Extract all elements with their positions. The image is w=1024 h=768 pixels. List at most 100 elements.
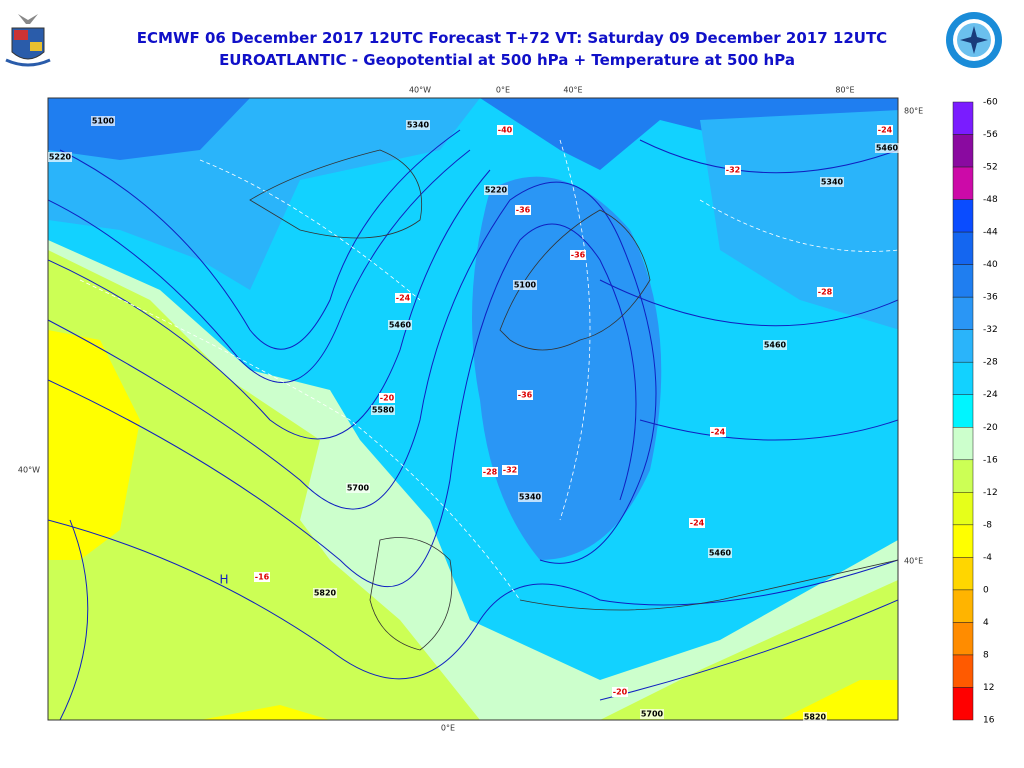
colorbar-swatch	[952, 557, 974, 591]
colorbar-label: 12	[983, 683, 994, 693]
colorbar-swatch	[952, 459, 974, 493]
label-box	[640, 709, 664, 719]
colorbar-swatch	[952, 524, 974, 558]
colorbar-label: 16	[983, 716, 995, 726]
temperature-label: -28	[483, 468, 498, 477]
label-box	[482, 467, 498, 477]
grid-label: 40°E	[563, 86, 582, 95]
label-box	[484, 185, 508, 195]
colorbar-swatch	[952, 166, 974, 200]
label-box	[371, 405, 395, 415]
temperature-label: -24	[690, 519, 705, 528]
temperature-label: -32	[726, 166, 740, 175]
colorbar-label: -44	[983, 228, 998, 238]
colorbar-label: -36	[983, 293, 998, 303]
label-box	[817, 287, 833, 297]
label-box	[502, 465, 518, 475]
colorbar-swatch	[952, 492, 974, 526]
colorbar-swatch	[952, 101, 974, 135]
colorbar-label: -8	[983, 520, 992, 530]
label-box	[346, 483, 370, 493]
temperature-label: -36	[516, 206, 531, 215]
grid-label: 0°E	[441, 724, 455, 733]
label-box	[517, 390, 533, 400]
label-box	[710, 427, 726, 437]
geopotential-label: 5220	[485, 186, 508, 195]
grid-label: 40°W	[18, 466, 40, 475]
geopotential-label: 5700	[347, 484, 370, 493]
geopotential-label: 5100	[92, 117, 115, 126]
label-box	[518, 492, 542, 502]
label-box	[708, 548, 732, 558]
geopotential-label: 5820	[314, 589, 337, 598]
label-box	[515, 205, 531, 215]
colorbar-label: -28	[983, 358, 998, 368]
colorbar-swatch	[952, 622, 974, 656]
temperature-label: -20	[613, 688, 628, 697]
label-box	[388, 320, 412, 330]
geopotential-label: 5460	[709, 549, 732, 558]
colorbar-label: -60	[983, 98, 998, 108]
temperature-label: -40	[498, 126, 513, 135]
geopotential-label: 5700	[641, 710, 664, 719]
temperature-label: -24	[711, 428, 726, 437]
geopotential-label: 5460	[389, 321, 412, 330]
left-logo	[5, 14, 51, 67]
colorbar-label: -16	[983, 455, 998, 465]
colorbar-swatch	[952, 199, 974, 233]
high-label: H	[219, 573, 228, 587]
colorbar-swatch	[952, 427, 974, 461]
label-box	[689, 518, 705, 528]
colorbar-label: -4	[983, 553, 992, 563]
colorbar-label: -20	[983, 423, 998, 433]
colorbar-swatch	[952, 231, 974, 265]
map	[48, 98, 898, 720]
colorbar-label: -32	[983, 325, 998, 335]
label-box	[820, 177, 844, 187]
grid-label: 40°E	[904, 557, 923, 566]
label-box	[877, 125, 893, 135]
label-box	[379, 393, 395, 403]
grid-label: 40°W	[409, 86, 431, 95]
label-box	[313, 588, 337, 598]
label-box	[612, 687, 628, 697]
label-box	[497, 125, 513, 135]
subtitle: EUROATLANTIC - Geopotential at 500 hPa +…	[219, 51, 795, 69]
colorbar-label: 0	[983, 585, 989, 595]
label-box	[725, 165, 741, 175]
geopotential-label: 5460	[764, 341, 787, 350]
colorbar-swatch	[952, 687, 974, 721]
geopotential-label: 5340	[407, 121, 430, 130]
temperature-label: -36	[571, 251, 586, 260]
geopotential-label: 5340	[519, 493, 542, 502]
colorbar-label: -48	[983, 195, 998, 205]
right-logo	[946, 12, 1002, 68]
temperature-label: -28	[818, 288, 833, 297]
label-box	[406, 120, 430, 130]
colorbar-label: -40	[983, 260, 998, 270]
temperature-label: -24	[878, 126, 893, 135]
colorbar-label: -12	[983, 488, 998, 498]
grid-label: 80°E	[835, 86, 854, 95]
label-box	[254, 572, 270, 582]
title: ECMWF 06 December 2017 12UTC Forecast T+…	[137, 29, 887, 47]
colorbar-swatch	[952, 134, 974, 168]
colorbar-swatch	[952, 329, 974, 363]
label-box	[763, 340, 787, 350]
colorbar-swatch	[952, 296, 974, 330]
colorbar-swatch	[952, 589, 974, 623]
grid-label: 0°E	[496, 86, 510, 95]
geopotential-label: 5580	[372, 406, 395, 415]
label-box	[875, 143, 899, 153]
colorbar: -60-56-52-48-44-40-36-32-28-24-20-16-12-…	[952, 98, 998, 726]
colorbar-label: 8	[983, 650, 989, 660]
colorbar-swatch	[952, 264, 974, 298]
temperature-label: -24	[396, 294, 411, 303]
map-labels: 40°W 0°E 40°E 80°E 80°E 40°E 40°W 0°E 5100 5220 53…	[18, 86, 923, 733]
colorbar-label: -24	[983, 390, 998, 400]
grid-label: 80°E	[904, 107, 923, 116]
temperature-label: -20	[380, 394, 395, 403]
label-box	[48, 152, 72, 162]
label-box	[395, 293, 411, 303]
